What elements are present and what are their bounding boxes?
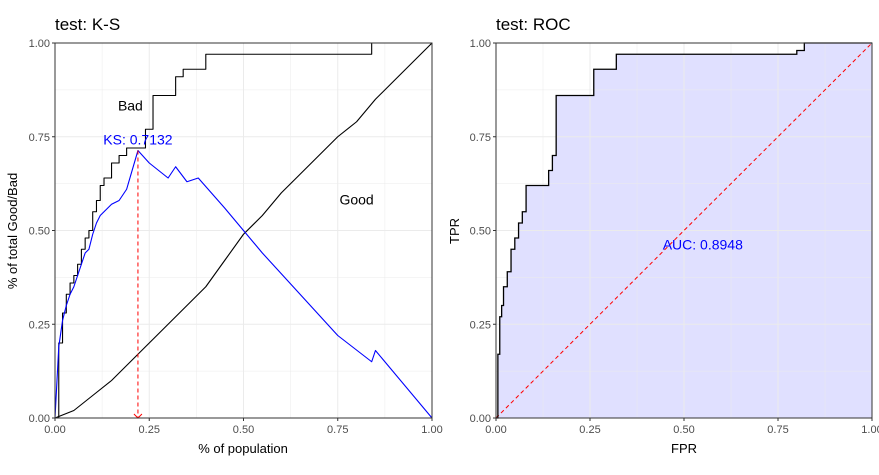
ks-series-line-good [54, 42, 433, 419]
roc-y-axis-label: TPR [447, 218, 462, 244]
roc-curve-line [496, 42, 872, 419]
ks-annotation-ks-value: KS: 0.7132 [103, 131, 172, 147]
roc-annotation-auc: AUC: 0.8948 [663, 236, 743, 252]
roc-y-tick-label: 1.00 [470, 38, 491, 50]
roc-x-tick-label: 0.50 [673, 424, 694, 436]
ks-y-tick-label: 1.00 [29, 38, 50, 50]
roc-chart-panel: test: ROC 0.000.250.500.751.00 0.000.250… [447, 15, 879, 456]
ks-x-axis-label: % of population [198, 441, 288, 456]
ks-x-tick-label: 0.00 [44, 424, 65, 436]
ks-x-tick-label: 0.75 [327, 424, 348, 436]
ks-y-tick-label: 0.25 [29, 319, 50, 331]
ks-x-tick-label: 0.50 [233, 424, 254, 436]
ks-chart-title: test: K-S [55, 15, 120, 34]
ks-series-line-bad [55, 42, 432, 419]
ks-annotation-bad: Bad [118, 98, 143, 114]
roc-y-tick-label: 0.75 [470, 132, 491, 144]
roc-x-tick-label: 0.00 [485, 424, 506, 436]
roc-y-tick-label: 0.00 [470, 413, 491, 425]
ks-chart-panel: test: K-S 0.00 0.25 0.50 0.75 1.00 0.000.250… [5, 15, 443, 456]
roc-x-tick-label: 0.25 [579, 424, 600, 436]
ks-y-axis-label: % of total Good/Bad [5, 173, 20, 289]
ks-annotations: Bad Good KS: 0.7132 [103, 98, 373, 208]
roc-x-axis-label: FPR [671, 441, 697, 456]
roc-annotations: AUC: 0.8948 [663, 236, 743, 252]
ks-series-line-ks [54, 150, 433, 419]
ks-y-tick-label: 0.50 [29, 226, 50, 238]
ks-plot-marks [54, 42, 433, 419]
roc-x-tick-label: 0.75 [767, 424, 788, 436]
roc-plot-marks [495, 42, 873, 419]
roc-y-tick-label: 0.50 [470, 226, 491, 238]
ks-y-tick-label: 0.00 [29, 413, 50, 425]
ks-y-axis-ticks: 0.00 0.25 0.50 0.75 1.00 [29, 38, 55, 425]
roc-diagonal-reference [495, 42, 873, 419]
roc-y-tick-label: 0.25 [470, 319, 491, 331]
roc-y-axis-ticks: 0.00 0.25 0.50 0.75 1.00 [470, 38, 496, 425]
roc-x-axis-ticks: 0.00 0.25 0.50 0.75 1.00 [485, 418, 879, 436]
roc-chart-title: test: ROC [496, 15, 571, 34]
ks-max-marker-arrow [133, 413, 143, 419]
ks-x-axis-ticks: 0.00 0.25 0.50 0.75 1.00 [44, 418, 443, 436]
ks-x-tick-label: 0.25 [139, 424, 160, 436]
ks-y-tick-label: 0.75 [29, 132, 50, 144]
ks-x-tick-label: 1.00 [421, 424, 442, 436]
roc-x-tick-label: 1.00 [861, 424, 879, 436]
ks-annotation-good: Good [339, 191, 373, 207]
